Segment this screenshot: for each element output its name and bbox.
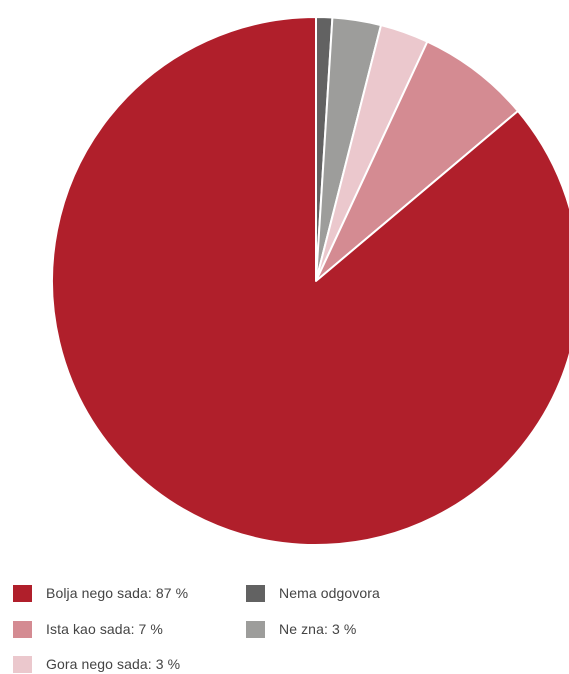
legend-swatch-ne-zna: [246, 620, 265, 638]
legend-label-bolja: Bolja nego sada: 87 %: [46, 585, 189, 601]
pie-chart: [51, 16, 569, 546]
pie-chart-svg: [51, 16, 569, 546]
pie-slice-bolja-nego-sada-87: [51, 16, 569, 546]
legend-item-gora: Gora nego sada: 3 %: [13, 654, 180, 674]
legend-swatch-nema-odgovora: [246, 584, 265, 602]
legend-item-bolja: Bolja nego sada: 87 %: [13, 583, 188, 603]
legend-item-nema-odgovora: Nema odgovora: [246, 583, 380, 603]
legend-item-ne-zna: Ne zna: 3 %: [246, 619, 356, 639]
legend-swatch-ista: [13, 620, 32, 638]
legend-label-nema-odgovora: Nema odgovora: [279, 585, 380, 601]
chart-legend: Bolja nego sada: 87 % Nema odgovora Ista…: [0, 574, 569, 673]
pie-slice-ista-kao-sada-7: [315, 40, 519, 282]
legend-item-ista: Ista kao sada: 7 %: [13, 619, 163, 639]
legend-swatch-gora: [13, 655, 32, 673]
legend-label-ne-zna: Ne zna: 3 %: [279, 621, 357, 637]
legend-label-gora: Gora nego sada: 3 %: [46, 656, 181, 672]
legend-label-ista: Ista kao sada: 7 %: [46, 621, 163, 637]
legend-swatch-bolja: [13, 584, 32, 602]
